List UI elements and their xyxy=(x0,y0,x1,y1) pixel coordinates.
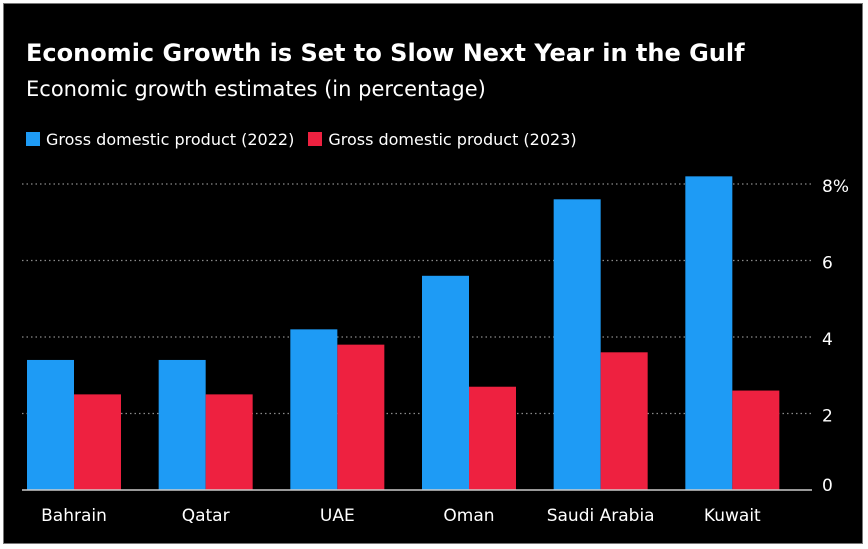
chart-frame: Economic Growth is Set to Slow Next Year… xyxy=(3,3,863,544)
legend-label-2022: Gross domestic product (2022) xyxy=(46,129,295,149)
bar-2022 xyxy=(290,329,338,490)
y-tick-label: 0 xyxy=(822,476,833,496)
bar-2023 xyxy=(732,390,780,490)
bar-2023 xyxy=(600,352,648,490)
chart-title: Economic Growth is Set to Slow Next Year… xyxy=(26,39,745,67)
chart-plot-area: 0 2 4 6 8% Bahrain Qatar UAE Oman Saudi Arabia Kuw… xyxy=(22,176,849,526)
x-tick-label: Bahrain xyxy=(41,506,107,526)
bar-2022 xyxy=(685,176,733,490)
y-tick-label: 4 xyxy=(822,330,833,350)
legend-item-2022: Gross domestic product (2022) xyxy=(26,130,294,149)
legend-label-2023: Gross domestic product (2023) xyxy=(328,129,577,149)
bar-2023 xyxy=(205,394,253,490)
x-tick-label: Qatar xyxy=(182,506,230,526)
x-tick-label: Oman xyxy=(443,506,494,526)
bar-2022 xyxy=(158,359,206,490)
y-tick-label: 2 xyxy=(822,407,833,427)
bar-2023 xyxy=(74,394,121,490)
legend-item-2023: Gross domestic product (2023) xyxy=(308,129,577,149)
x-tick-label: Saudi Arabia xyxy=(547,506,655,526)
chart-legend: Gross domestic product (2022) Gross dome… xyxy=(26,128,591,150)
legend-swatch-2023 xyxy=(308,132,323,146)
x-tick-label: UAE xyxy=(320,506,355,526)
y-tick-label: 6 xyxy=(822,254,833,274)
bar-2022 xyxy=(553,199,601,491)
y-tick-label: 8% xyxy=(822,177,849,197)
chart-subtitle: Economic growth estimates (in percentage… xyxy=(26,77,486,101)
bar-2023 xyxy=(469,386,516,490)
x-tick-label: Kuwait xyxy=(704,506,761,526)
bar-2022 xyxy=(422,275,469,490)
bar-2022 xyxy=(27,359,74,490)
bar-2023 xyxy=(337,344,385,490)
legend-swatch-2022 xyxy=(26,132,40,146)
